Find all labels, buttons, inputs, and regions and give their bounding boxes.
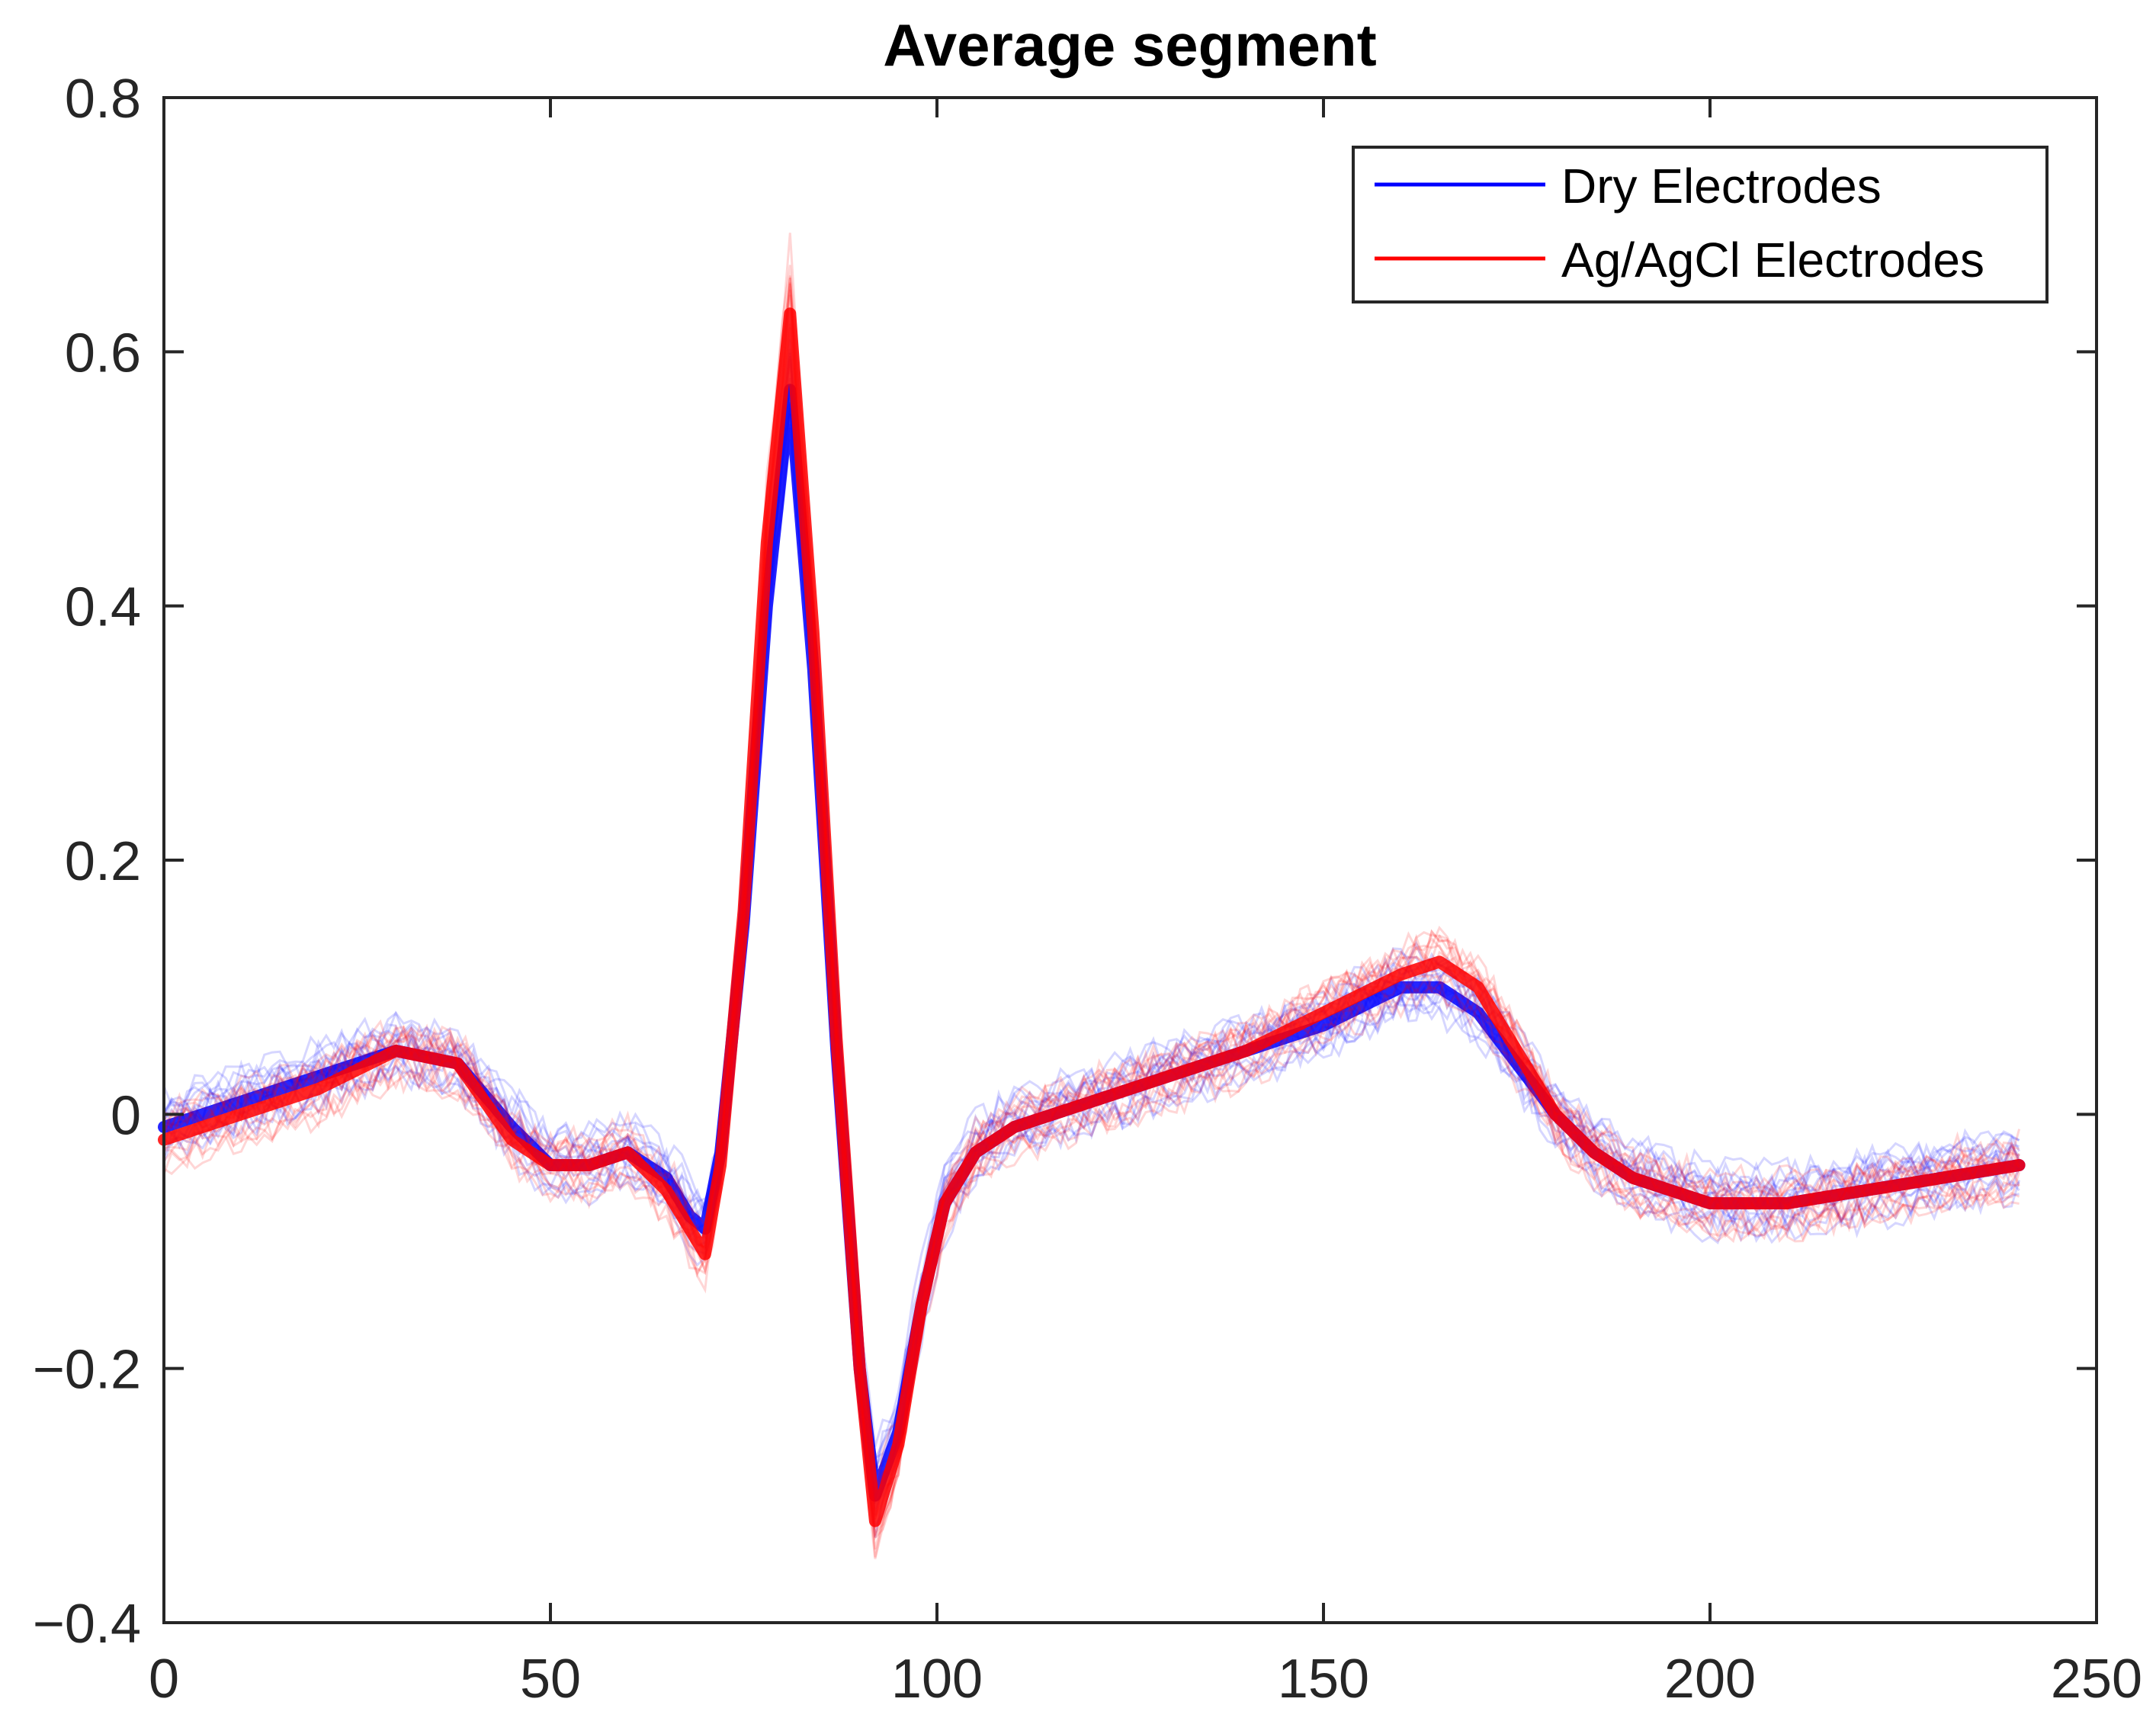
- chart-title: Average segment: [883, 11, 1376, 79]
- y-tick-label: 0.2: [65, 831, 141, 892]
- y-tick-label: 0: [111, 1085, 141, 1146]
- legend-label-agagcl-electrodes: Ag/AgCl Electrodes: [1561, 233, 1984, 287]
- trace-ag-agcl-electrodes: [163, 289, 2021, 1502]
- trace-ag-agcl-electrodes: [162, 323, 2020, 1512]
- trace-dry-electrodes: [162, 439, 2020, 1504]
- trace-dry-electrodes: [162, 384, 2020, 1472]
- y-tick-label: −0.2: [33, 1340, 141, 1401]
- x-tick-label: 0: [149, 1649, 179, 1710]
- trace-dry-electrodes: [162, 352, 2020, 1480]
- trace-ag-agcl-electrodes: [162, 358, 2020, 1558]
- y-tick-label: 0.4: [65, 577, 141, 638]
- legend: Dry Electrodes Ag/AgCl Electrodes: [1352, 146, 2049, 303]
- x-tick-label: 100: [891, 1649, 983, 1710]
- trace-ag-agcl-electrodes: [163, 307, 2020, 1496]
- x-tick-label: 150: [1278, 1649, 1369, 1710]
- y-tick-label: −0.4: [33, 1594, 141, 1655]
- trace-dry-electrodes: [162, 403, 2020, 1447]
- plot-lines: [158, 233, 2026, 1559]
- y-axis: −0.4 −0.2 0 0.2 0.4 0.6 0.8: [33, 69, 2097, 1655]
- trace-ag-agcl-electrodes: [163, 294, 2020, 1538]
- y-tick-label: 0.6: [65, 323, 141, 384]
- x-tick-label: 250: [2051, 1649, 2142, 1710]
- x-tick-label: 50: [520, 1649, 581, 1710]
- legend-box: [1352, 146, 2049, 303]
- x-tick-label: 200: [1664, 1649, 1756, 1710]
- y-tick-label: 0.8: [65, 69, 141, 130]
- legend-label-dry-electrodes: Dry Electrodes: [1561, 159, 1882, 214]
- trace-ag-agcl-electrodes: [163, 348, 2020, 1530]
- trace-ag-agcl-electrodes: [162, 282, 2021, 1517]
- trace-dry-electrodes: [162, 377, 2021, 1528]
- series-line-ag-agcl-electrodes: [158, 307, 2026, 1527]
- x-axis: 0 50 100 150 200 250: [149, 98, 2142, 1710]
